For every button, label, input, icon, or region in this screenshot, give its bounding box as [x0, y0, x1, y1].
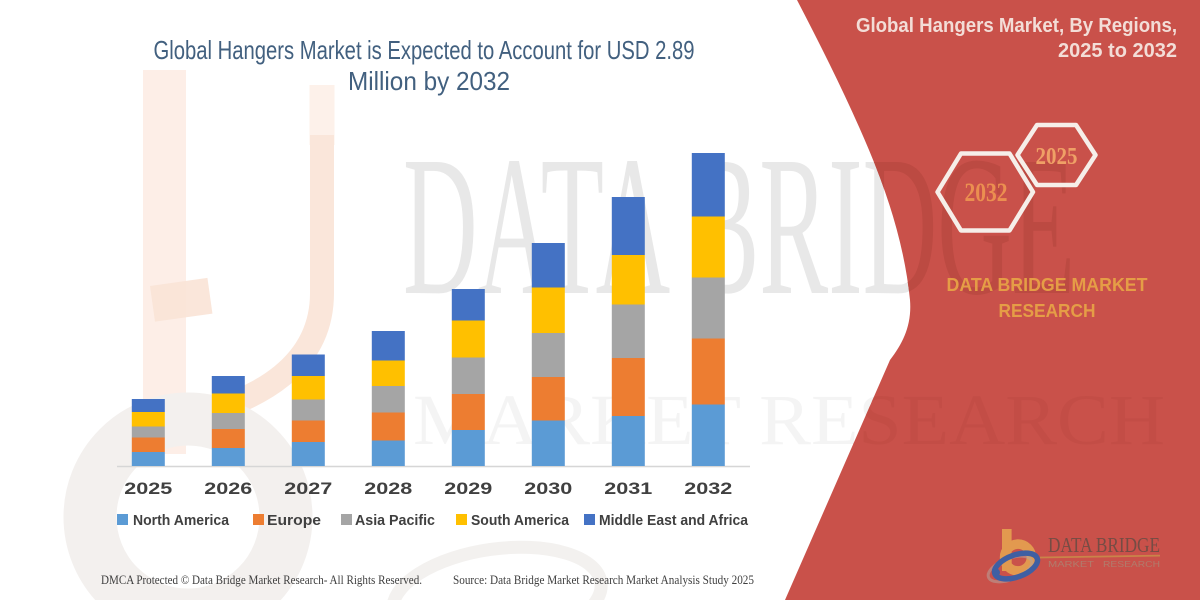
svg-text:2032: 2032	[965, 178, 1008, 207]
svg-text:Middle East and Africa: Middle East and Africa	[599, 513, 749, 529]
svg-text:2029: 2029	[444, 479, 492, 498]
svg-text:2032: 2032	[684, 479, 732, 498]
svg-text:North America: North America	[133, 513, 230, 529]
svg-text:MARKET: MARKET	[1048, 559, 1094, 569]
svg-text:2027: 2027	[284, 479, 332, 498]
svg-text:Global Hangers Market, By Regi: Global Hangers Market, By Regions,	[856, 15, 1177, 37]
svg-text:South America: South America	[471, 513, 570, 529]
svg-text:Global Hangers Market is Expec: Global Hangers Market is Expected to Acc…	[154, 35, 695, 65]
svg-text:DATA BRIDGE: DATA BRIDGE	[1048, 533, 1160, 557]
svg-text:DATA BRIDGE MARKET: DATA BRIDGE MARKET	[947, 275, 1148, 295]
svg-text:2025: 2025	[1036, 144, 1078, 170]
svg-text:2026: 2026	[204, 479, 252, 498]
svg-text:Asia Pacific: Asia Pacific	[355, 513, 435, 529]
svg-text:2030: 2030	[524, 479, 572, 498]
svg-text:2025 to 2032: 2025 to 2032	[1058, 40, 1177, 62]
svg-text:2025: 2025	[124, 479, 172, 498]
svg-text:RESEARCH: RESEARCH	[1103, 559, 1160, 569]
svg-text:Europe: Europe	[267, 513, 321, 529]
svg-text:Source: Data Bridge Market Res: Source: Data Bridge Market Research Mark…	[453, 573, 754, 587]
svg-text:RESEARCH: RESEARCH	[999, 301, 1096, 321]
svg-text:2031: 2031	[604, 479, 652, 498]
svg-text:DMCA Protected © Data Bridge M: DMCA Protected © Data Bridge Market Rese…	[101, 573, 422, 587]
svg-text:Million by 2032: Million by 2032	[348, 66, 510, 96]
svg-text:2028: 2028	[364, 479, 412, 498]
